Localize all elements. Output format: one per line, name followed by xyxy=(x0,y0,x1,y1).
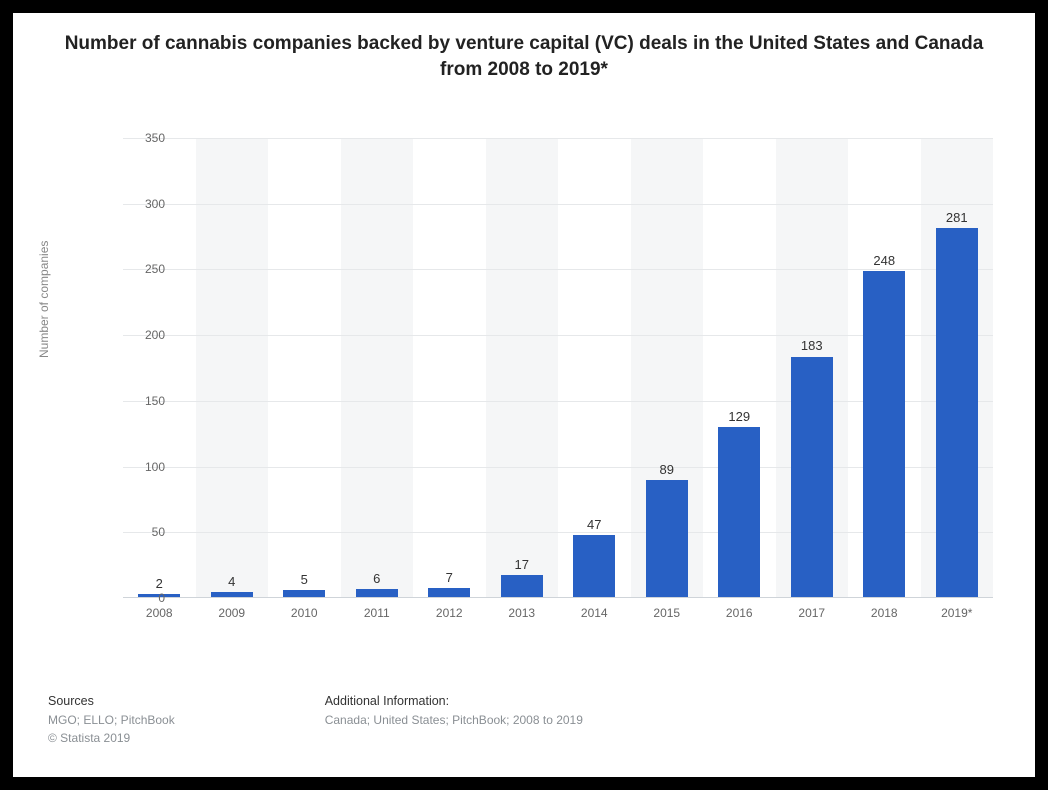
bar xyxy=(863,271,905,597)
bar xyxy=(646,480,688,597)
plot-band xyxy=(196,138,269,597)
y-tick-label: 100 xyxy=(125,460,165,474)
gridline xyxy=(123,138,993,139)
bar xyxy=(501,575,543,597)
chart-panel: Number of cannabis companies backed by v… xyxy=(13,13,1035,777)
gridline xyxy=(123,204,993,205)
info-heading: Additional Information: xyxy=(325,694,583,708)
info-body: Canada; United States; PitchBook; 2008 t… xyxy=(325,712,583,729)
y-tick-label: 300 xyxy=(125,197,165,211)
bar-value-label: 281 xyxy=(946,210,968,225)
x-tick-label: 2018 xyxy=(871,606,898,620)
copyright-text: © Statista 2019 xyxy=(48,730,175,747)
y-tick-label: 50 xyxy=(125,525,165,539)
bar xyxy=(283,590,325,597)
bar-value-label: 17 xyxy=(515,557,529,572)
plot-band xyxy=(486,138,559,597)
sources-body: MGO; ELLO; PitchBook xyxy=(48,712,175,729)
bar xyxy=(356,589,398,597)
bar xyxy=(718,427,760,597)
info-column: Additional Information: Canada; United S… xyxy=(325,694,583,747)
plot-band xyxy=(341,138,414,597)
chart-area: 2 4 5 6 7 17 47 89 129 183 248 281 0 50 100 150 200 250 3… xyxy=(83,123,1003,643)
sources-column: Sources MGO; ELLO; PitchBook © Statista … xyxy=(48,694,175,747)
bar-value-label: 47 xyxy=(587,517,601,532)
plot-region: 2 4 5 6 7 17 47 89 129 183 248 281 xyxy=(123,138,993,598)
x-tick-label: 2009 xyxy=(218,606,245,620)
x-tick-label: 2011 xyxy=(364,606,390,620)
x-tick-label: 2008 xyxy=(146,606,173,620)
bar-value-label: 4 xyxy=(228,574,235,589)
y-tick-label: 250 xyxy=(125,262,165,276)
bar xyxy=(211,592,253,597)
bar-value-label: 248 xyxy=(873,253,895,268)
x-tick-label: 2019* xyxy=(941,606,972,620)
x-tick-label: 2017 xyxy=(798,606,825,620)
bar-value-label: 6 xyxy=(373,571,380,586)
x-tick-label: 2013 xyxy=(508,606,535,620)
sources-heading: Sources xyxy=(48,694,175,708)
y-axis-title: Number of companies xyxy=(37,241,51,358)
bar-value-label: 183 xyxy=(801,338,823,353)
bar xyxy=(428,588,470,597)
bar-value-label: 89 xyxy=(660,462,674,477)
chart-title: Number of cannabis companies backed by v… xyxy=(13,13,1035,82)
bar xyxy=(936,228,978,597)
x-tick-label: 2012 xyxy=(436,606,463,620)
bar-value-label: 129 xyxy=(728,409,750,424)
bar-value-label: 5 xyxy=(301,572,308,587)
x-tick-label: 2010 xyxy=(291,606,318,620)
y-tick-label: 0 xyxy=(125,591,165,605)
x-tick-label: 2015 xyxy=(653,606,680,620)
y-tick-label: 350 xyxy=(125,131,165,145)
y-tick-label: 200 xyxy=(125,328,165,342)
x-tick-label: 2014 xyxy=(581,606,608,620)
bar-value-label: 7 xyxy=(446,570,453,585)
bar xyxy=(791,357,833,598)
y-tick-label: 150 xyxy=(125,394,165,408)
x-tick-label: 2016 xyxy=(726,606,753,620)
chart-footer: Sources MGO; ELLO; PitchBook © Statista … xyxy=(48,694,998,747)
bar xyxy=(573,535,615,597)
bar-value-label: 2 xyxy=(156,576,163,591)
